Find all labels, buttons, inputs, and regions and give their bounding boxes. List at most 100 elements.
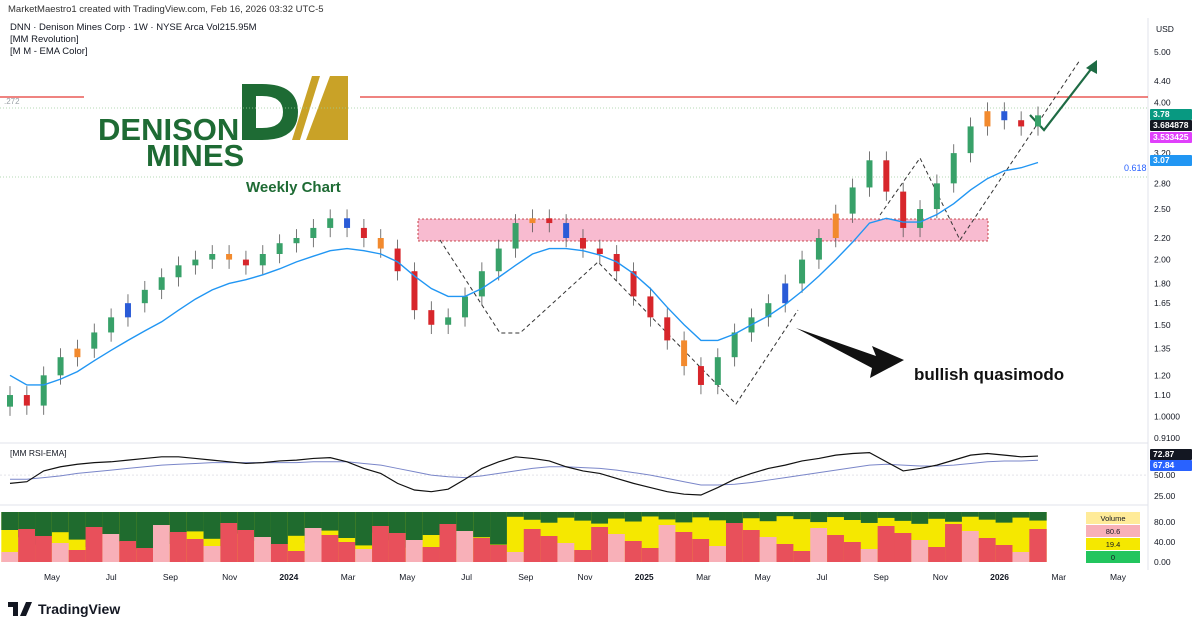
candle-body[interactable]	[883, 160, 890, 192]
candle-body[interactable]	[596, 248, 603, 254]
volume-bar-red	[388, 533, 407, 562]
candle-body[interactable]	[40, 375, 47, 406]
volume-bar-red	[1029, 529, 1047, 562]
candle-body[interactable]	[411, 271, 418, 311]
candle-body[interactable]	[647, 296, 654, 318]
volume-bar-red	[641, 548, 660, 562]
candle-body[interactable]	[815, 238, 822, 260]
price-tick: 1.80	[1154, 278, 1171, 288]
candle-body[interactable]	[546, 218, 553, 224]
candle-body[interactable]	[242, 259, 249, 266]
volume-bar-red	[237, 530, 255, 562]
candle-body[interactable]	[310, 227, 317, 239]
rsi-panel[interactable]	[0, 452, 1148, 496]
candle-body[interactable]	[327, 218, 334, 228]
candle-body[interactable]	[141, 289, 148, 304]
candle-body[interactable]	[276, 243, 283, 254]
candle-body[interactable]	[495, 248, 502, 272]
volume-bar-red	[540, 536, 558, 562]
candle-body[interactable]	[360, 227, 367, 239]
candle-body[interactable]	[74, 348, 81, 358]
candle-body[interactable]	[917, 209, 924, 228]
candle-body[interactable]	[900, 191, 907, 228]
candle-body[interactable]	[478, 271, 485, 297]
volume-bar-red	[203, 546, 221, 562]
price-tick: 1.65	[1154, 298, 1171, 308]
candle-body[interactable]	[226, 253, 233, 260]
candle-body[interactable]	[445, 317, 452, 325]
time-axis-label: May	[399, 572, 416, 582]
candle-body[interactable]	[23, 395, 30, 406]
price-tag-label: 3.533425	[1153, 132, 1189, 142]
candle-body[interactable]	[984, 111, 991, 127]
candle-body[interactable]	[293, 238, 300, 244]
candle-body[interactable]	[377, 238, 384, 249]
volume-bar-green	[1012, 512, 1030, 518]
volume-bar-green	[624, 512, 643, 522]
demand-zone[interactable]	[417, 218, 989, 242]
candle-body[interactable]	[731, 332, 738, 358]
price-tick: 0.9100	[1154, 433, 1180, 443]
candle-body[interactable]	[1018, 120, 1025, 127]
candle-body[interactable]	[259, 253, 266, 266]
volume-bar-red	[928, 547, 946, 562]
volume-panel[interactable]: Volume 80.6 19.4 0	[1, 512, 1140, 563]
candle-body[interactable]	[630, 271, 637, 297]
price-tick: 1.20	[1154, 370, 1171, 380]
candle-body[interactable]	[512, 223, 519, 249]
volume-bar-red	[254, 537, 272, 562]
candle-body[interactable]	[124, 303, 131, 318]
volume-bar-red	[692, 539, 710, 562]
candle-body[interactable]	[394, 248, 401, 272]
time-axis-label: 2025	[635, 572, 654, 582]
price-tick: 1.35	[1154, 344, 1171, 354]
candle-body[interactable]	[782, 283, 789, 304]
candle-body[interactable]	[563, 223, 570, 239]
volume-bar-red	[978, 538, 997, 562]
indicator-label-2[interactable]: [M M - EMA Color]	[10, 46, 88, 57]
candle-body[interactable]	[344, 218, 351, 228]
candle-body[interactable]	[91, 332, 98, 349]
candle-body[interactable]	[933, 183, 940, 210]
rsi-tick: 50.00	[1154, 470, 1176, 480]
price-tag-label: 3.07	[1153, 155, 1170, 165]
candle-body[interactable]	[967, 126, 974, 154]
candle-body[interactable]	[579, 238, 586, 249]
candle-body[interactable]	[832, 213, 839, 239]
candle-body[interactable]	[765, 303, 772, 318]
volume-bar-red	[287, 551, 306, 562]
volume-bar-green	[136, 512, 154, 550]
volume-bar-green	[321, 512, 339, 531]
volume-legend-label: 0	[1111, 553, 1115, 562]
candle-body[interactable]	[428, 310, 435, 325]
volume-legend-box	[1086, 538, 1140, 550]
candle-body[interactable]	[7, 395, 13, 407]
candle-body[interactable]	[209, 253, 216, 260]
ema-layer	[9, 161, 1039, 386]
tradingview-brand[interactable]: TradingView	[8, 601, 120, 617]
rsi-tag-label: 72.87	[1153, 449, 1175, 459]
volume-bar-green	[810, 512, 828, 523]
candle-body[interactable]	[1035, 115, 1041, 127]
candle-body[interactable]	[697, 366, 704, 385]
candle-body[interactable]	[681, 340, 688, 367]
volume-bar-green	[591, 512, 609, 524]
price-tick: 3.20	[1154, 148, 1171, 158]
candle-body[interactable]	[158, 277, 165, 290]
candle-body[interactable]	[714, 357, 721, 385]
candle-body[interactable]	[108, 317, 115, 333]
candle-body[interactable]	[866, 160, 873, 188]
candle-body[interactable]	[192, 259, 199, 266]
candle-body[interactable]	[849, 187, 856, 214]
candle-body[interactable]	[462, 296, 469, 318]
candle-body[interactable]	[175, 265, 182, 278]
indicator-label-1[interactable]: [MM Revolution]	[10, 34, 79, 45]
volume-bar-red	[85, 527, 103, 562]
candle-body[interactable]	[1001, 111, 1008, 121]
candle-body[interactable]	[57, 357, 64, 376]
candle-body[interactable]	[664, 317, 671, 341]
candle-body[interactable]	[799, 259, 806, 284]
candle-body[interactable]	[950, 153, 957, 184]
candle-body[interactable]	[529, 218, 536, 224]
